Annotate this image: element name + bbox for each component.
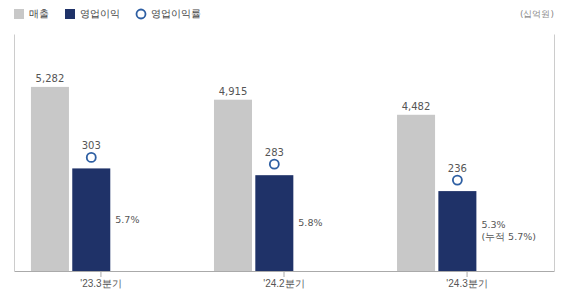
marker <box>270 160 279 169</box>
legend-item: 영업이익 <box>65 8 120 19</box>
bar <box>438 191 476 271</box>
data-label: 303 <box>82 140 101 151</box>
x-tick: '24.2분기 <box>263 271 304 289</box>
marker <box>87 153 96 162</box>
rate-label-line: 5.3% <box>481 219 505 230</box>
x-tick-mark <box>284 271 285 277</box>
rate-label: 5.7% <box>115 213 139 224</box>
x-tick-mark <box>467 271 468 277</box>
x-tick-mark <box>100 271 101 277</box>
rate-label: 5.8% <box>298 217 322 228</box>
legend-swatch <box>137 10 146 19</box>
rate-label-line: 5.7% <box>115 213 139 224</box>
bar <box>31 87 69 271</box>
bar <box>397 115 435 271</box>
plot: 5,282 4,915 4,482 303 5.7% 283 5.8% 236 5.3%(누적 … <box>15 35 555 290</box>
bar <box>214 100 252 271</box>
annotation: (십억원) <box>520 9 554 19</box>
legend-label: 매출 <box>29 8 49 19</box>
y-axis-line <box>14 35 15 272</box>
rate-label-line: (누적 5.7%) <box>481 231 536 242</box>
legend: 매출 영업이익 영업이익률 <box>14 8 201 19</box>
bar <box>255 175 293 271</box>
data-label: 4,482 <box>402 101 431 112</box>
legend-item: 매출 <box>14 8 49 19</box>
rate-label: 5.3%(누적 5.7%) <box>481 219 536 242</box>
data-label: 283 <box>265 147 284 158</box>
marker <box>453 176 462 185</box>
y2-axis-line <box>554 35 555 272</box>
data-label: 5,282 <box>36 73 65 84</box>
legend-item: 영업이익률 <box>137 8 202 19</box>
x-tick-label: '24.3분기 <box>446 278 487 289</box>
x-tick-label: '24.2분기 <box>263 278 304 289</box>
marks <box>31 87 476 271</box>
legend-swatch <box>14 9 24 19</box>
x-axis: '23.3분기 '24.2분기 '24.3분기 <box>15 271 555 289</box>
legend-swatch <box>65 9 75 19</box>
y-axis <box>14 35 15 272</box>
legend-label: 영업이익률 <box>151 8 201 19</box>
rate-label-line: 5.8% <box>298 217 322 228</box>
x-tick: '24.3분기 <box>446 271 487 289</box>
bar <box>72 168 110 271</box>
legend-label: 영업이익 <box>80 8 120 19</box>
x-tick-label: '23.3분기 <box>80 278 121 289</box>
chart: 5,282 4,915 4,482 303 5.7% 283 5.8% 236 5.3%(누적 … <box>0 0 568 297</box>
data-label: 236 <box>448 163 467 174</box>
y2-axis <box>554 35 555 272</box>
x-tick: '23.3분기 <box>80 271 121 289</box>
labels: 5,282 4,915 4,482 303 5.7% 283 5.8% 236 5.3%(누적 … <box>36 73 536 242</box>
data-label: 4,915 <box>219 86 248 97</box>
